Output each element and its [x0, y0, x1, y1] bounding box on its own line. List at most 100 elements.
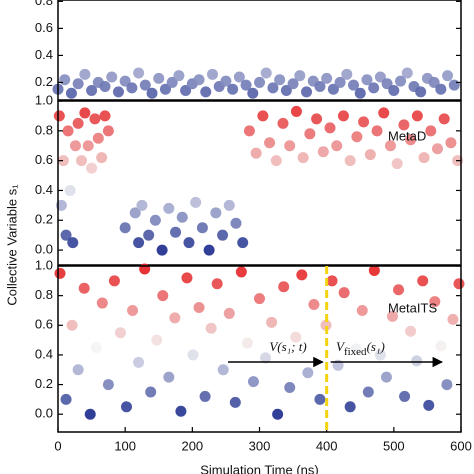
point	[193, 74, 205, 86]
y-tick-label: 0.8	[35, 287, 53, 302]
point	[157, 290, 169, 302]
point	[254, 293, 265, 305]
x-tick-label: 600	[450, 438, 472, 453]
point	[348, 79, 360, 91]
point	[163, 202, 175, 214]
point	[108, 275, 120, 287]
point	[241, 337, 253, 349]
point	[247, 376, 259, 388]
point	[290, 105, 302, 117]
point	[384, 140, 396, 152]
point	[398, 119, 410, 131]
point	[89, 113, 101, 125]
point	[240, 79, 252, 91]
point	[133, 237, 145, 249]
point	[145, 386, 157, 398]
y-tick-label: 0.2	[35, 212, 53, 227]
point	[368, 82, 380, 94]
point	[229, 396, 241, 408]
point	[438, 113, 450, 125]
point	[227, 83, 239, 95]
point	[170, 226, 182, 238]
point	[284, 382, 296, 394]
point	[149, 214, 161, 226]
point	[96, 152, 108, 164]
point	[334, 76, 346, 88]
point	[290, 331, 302, 343]
point	[296, 269, 308, 281]
annotation-part: V	[336, 339, 346, 354]
point	[127, 304, 139, 316]
point	[266, 316, 278, 328]
point	[418, 152, 430, 164]
point	[119, 222, 131, 234]
point	[445, 137, 457, 149]
point	[405, 325, 417, 337]
point	[321, 72, 333, 84]
y-tick-label: 0.4	[35, 346, 53, 361]
point	[175, 405, 187, 417]
point	[57, 155, 69, 167]
point	[96, 297, 108, 309]
point	[280, 85, 292, 97]
point	[302, 367, 314, 379]
point	[119, 75, 131, 87]
point	[151, 334, 163, 346]
point	[82, 140, 94, 152]
point	[284, 140, 296, 152]
point	[326, 275, 338, 287]
point	[260, 352, 272, 364]
point	[153, 72, 165, 84]
point	[341, 68, 353, 80]
point	[327, 83, 339, 95]
point	[297, 152, 309, 164]
point	[417, 275, 429, 287]
point	[371, 125, 383, 137]
point	[72, 364, 84, 376]
point	[183, 237, 195, 249]
point	[169, 312, 181, 324]
point	[64, 184, 76, 196]
point	[337, 110, 349, 122]
point	[196, 222, 208, 234]
point	[391, 158, 403, 170]
point	[250, 147, 262, 159]
point	[442, 70, 454, 82]
y-tick-label: 0.6	[35, 152, 53, 167]
point	[423, 399, 435, 411]
point	[267, 82, 279, 94]
y-tick-label: 0.8	[35, 0, 53, 8]
point	[114, 327, 126, 339]
point	[368, 264, 380, 276]
point	[163, 371, 175, 383]
point	[67, 237, 79, 249]
y-tick-label: 0.6	[35, 20, 53, 35]
point	[277, 117, 289, 129]
point	[314, 393, 326, 405]
y-tick-label: 0.4	[35, 47, 53, 62]
point	[60, 229, 72, 241]
point	[79, 107, 91, 119]
point	[60, 393, 72, 405]
point	[294, 70, 306, 82]
point	[243, 125, 255, 137]
point	[86, 85, 98, 97]
point	[66, 319, 78, 331]
point	[92, 132, 104, 144]
point	[361, 74, 373, 86]
point	[374, 349, 386, 361]
point	[364, 149, 376, 161]
panel	[54, 263, 465, 420]
point	[181, 272, 193, 284]
point	[304, 128, 316, 140]
point	[59, 74, 71, 86]
point	[344, 401, 356, 413]
point	[143, 229, 155, 241]
point	[431, 143, 443, 155]
point	[203, 244, 215, 256]
point	[448, 79, 460, 91]
x-axis-label: Simulation Time (ns)	[200, 462, 318, 474]
x-tick-label: 300	[249, 438, 271, 453]
point	[211, 278, 223, 290]
point	[272, 408, 284, 420]
